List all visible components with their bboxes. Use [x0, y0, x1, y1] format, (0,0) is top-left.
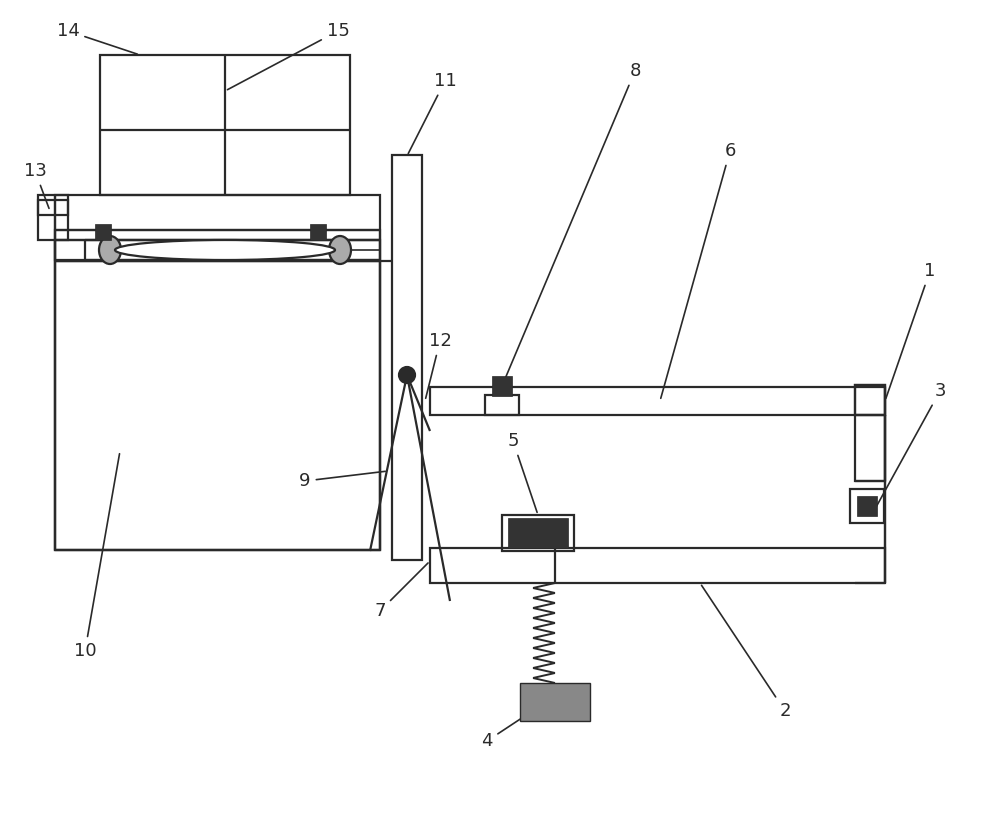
Text: 11: 11: [408, 72, 456, 154]
Text: 4: 4: [481, 707, 538, 750]
Bar: [430, 387, 885, 415]
Text: 14: 14: [57, 22, 137, 54]
Circle shape: [399, 367, 415, 383]
Bar: [55, 230, 380, 260]
Bar: [95, 224, 111, 240]
Ellipse shape: [99, 236, 121, 264]
Bar: [508, 518, 568, 548]
Ellipse shape: [115, 240, 335, 260]
Text: 5: 5: [507, 432, 537, 513]
Text: 9: 9: [299, 471, 385, 490]
Bar: [850, 489, 884, 523]
Bar: [492, 376, 512, 396]
Bar: [55, 240, 380, 550]
Bar: [855, 385, 885, 415]
Ellipse shape: [329, 236, 351, 264]
Bar: [855, 385, 885, 481]
Text: 3: 3: [876, 382, 946, 507]
Bar: [857, 496, 877, 516]
Text: 15: 15: [227, 22, 349, 90]
Text: 13: 13: [24, 162, 49, 209]
Bar: [392, 155, 422, 560]
Text: 2: 2: [702, 585, 791, 720]
Bar: [38, 200, 68, 240]
Bar: [502, 515, 574, 551]
Text: 8: 8: [503, 62, 641, 383]
Text: 1: 1: [886, 262, 936, 398]
Text: 7: 7: [374, 563, 428, 620]
Bar: [38, 195, 68, 215]
Bar: [520, 683, 590, 721]
Text: 12: 12: [426, 332, 451, 398]
Text: 6: 6: [661, 142, 736, 398]
Bar: [310, 224, 326, 240]
Bar: [100, 55, 350, 195]
Bar: [430, 548, 885, 583]
Bar: [485, 395, 519, 415]
Bar: [55, 195, 380, 550]
Text: 10: 10: [74, 454, 120, 660]
